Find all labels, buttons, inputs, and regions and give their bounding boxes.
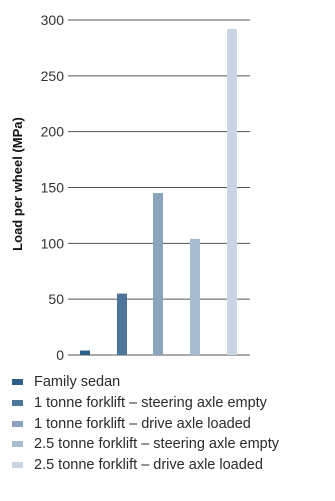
legend-item: 2.5 tonne forklift – drive axle loaded (12, 455, 279, 476)
legend-item: Family sedan (12, 372, 279, 393)
legend: Family sedan 1 tonne forklift – steering … (12, 372, 279, 475)
y-tick-label: 200 (41, 124, 65, 140)
y-tick-label: 100 (41, 235, 65, 251)
legend-label: 2.5 tonne forklift – drive axle loaded (34, 457, 263, 474)
y-axis-title: Load per wheel (MPa) (10, 117, 25, 251)
legend-label: Family sedan (34, 374, 121, 391)
y-tick-label: 250 (41, 68, 65, 84)
legend-swatch (12, 379, 23, 386)
bar-3 (153, 193, 163, 355)
bar-5 (227, 28, 237, 356)
bars (80, 28, 237, 356)
legend-item: 1 tonne forklift – steering axle empty (12, 393, 279, 414)
y-tick-label: 300 (41, 12, 65, 28)
y-tick-labels: 0 50 100 150 200 250 300 (41, 12, 65, 363)
legend-swatch (12, 441, 23, 448)
bar-2 (117, 293, 127, 355)
legend-label: 1 tonne forklift – drive axle loaded (34, 415, 251, 432)
legend-swatch (12, 462, 23, 469)
y-tick-label: 150 (41, 180, 65, 196)
legend-item: 2.5 tonne forklift – steering axle empty (12, 434, 279, 455)
legend-item: 1 tonne forklift – drive axle loaded (12, 413, 279, 434)
legend-label: 2.5 tonne forklift – steering axle empty (34, 436, 280, 453)
legend-label: 1 tonne forklift – steering axle empty (34, 395, 267, 412)
y-tick-label: 0 (56, 347, 64, 363)
legend-swatch (12, 400, 23, 407)
legend-swatch (12, 420, 23, 427)
bar-1 (80, 350, 90, 355)
y-tick-label: 50 (48, 291, 64, 307)
bar-chart: 0 50 100 150 200 250 300 Load per wheel (MPa) (10, 12, 250, 363)
bar-4 (190, 238, 200, 355)
